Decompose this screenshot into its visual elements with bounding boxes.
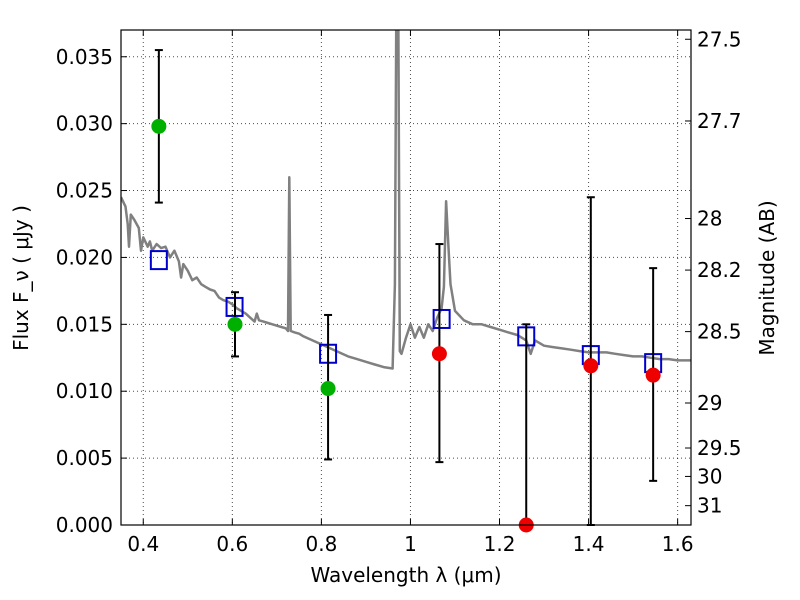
x-tick-label: 0.8 <box>305 532 337 556</box>
axis-ticks: 0.4 0.6 0.8 1 1.2 1.4 1.6 0.000 0.005 0.010 0.015 0… <box>56 27 742 556</box>
plot-frame <box>120 29 692 526</box>
x-tick-label: 1 <box>404 532 417 556</box>
observed-flux-point <box>151 118 167 134</box>
observed-flux-point <box>583 358 599 374</box>
x-axis-label: Wavelength λ (μm) <box>310 563 501 587</box>
observed-flux-point <box>431 346 447 362</box>
x-tick-label: 1.6 <box>662 532 694 556</box>
y-tick-label: 0.030 <box>56 112 113 136</box>
y2-tick-label: 29 <box>697 391 722 415</box>
x-tick-label: 0.4 <box>127 532 159 556</box>
y2-tick-label: 28.5 <box>697 320 742 344</box>
model-flux-square <box>149 250 168 271</box>
y-tick-label: 0.015 <box>56 312 113 336</box>
plot-area <box>121 30 691 525</box>
clipped-series <box>121 30 691 370</box>
y2-tick-label: 28.2 <box>697 258 742 282</box>
observed-flux-point <box>645 367 661 383</box>
x-tick-label: 1.2 <box>484 532 516 556</box>
y-tick-label: 0.025 <box>56 179 113 203</box>
y-tick-label: 0.020 <box>56 245 113 269</box>
observed-flux-point <box>320 381 336 397</box>
y-tick-label: 0.035 <box>56 45 113 69</box>
model-flux-square <box>432 308 451 329</box>
x-tick-label: 0.6 <box>216 532 248 556</box>
y-tick-label: 0.010 <box>56 379 113 403</box>
y2-tick-label: 29.5 <box>697 436 742 460</box>
observed-flux-point <box>227 316 243 332</box>
axes-frame <box>120 29 692 526</box>
template-spectrum-line <box>121 30 691 370</box>
y2-tick-label: 28 <box>697 207 722 231</box>
y-tick-label: 0.000 <box>56 513 113 537</box>
y2-tick-label: 30 <box>697 464 722 488</box>
y2-tick-label: 31 <box>697 494 722 518</box>
y2-tick-label: 27.7 <box>697 109 742 133</box>
plot-background <box>121 30 691 525</box>
y2-tick-label: 27.5 <box>697 27 742 51</box>
x-tick-label: 1.4 <box>573 532 605 556</box>
y2-axis-label: Magnitude (AB) <box>755 200 779 355</box>
y-tick-label: 0.005 <box>56 446 113 470</box>
data-layer <box>121 30 691 533</box>
y-axis-label: Flux F_ν ( μJy ) <box>9 205 33 351</box>
